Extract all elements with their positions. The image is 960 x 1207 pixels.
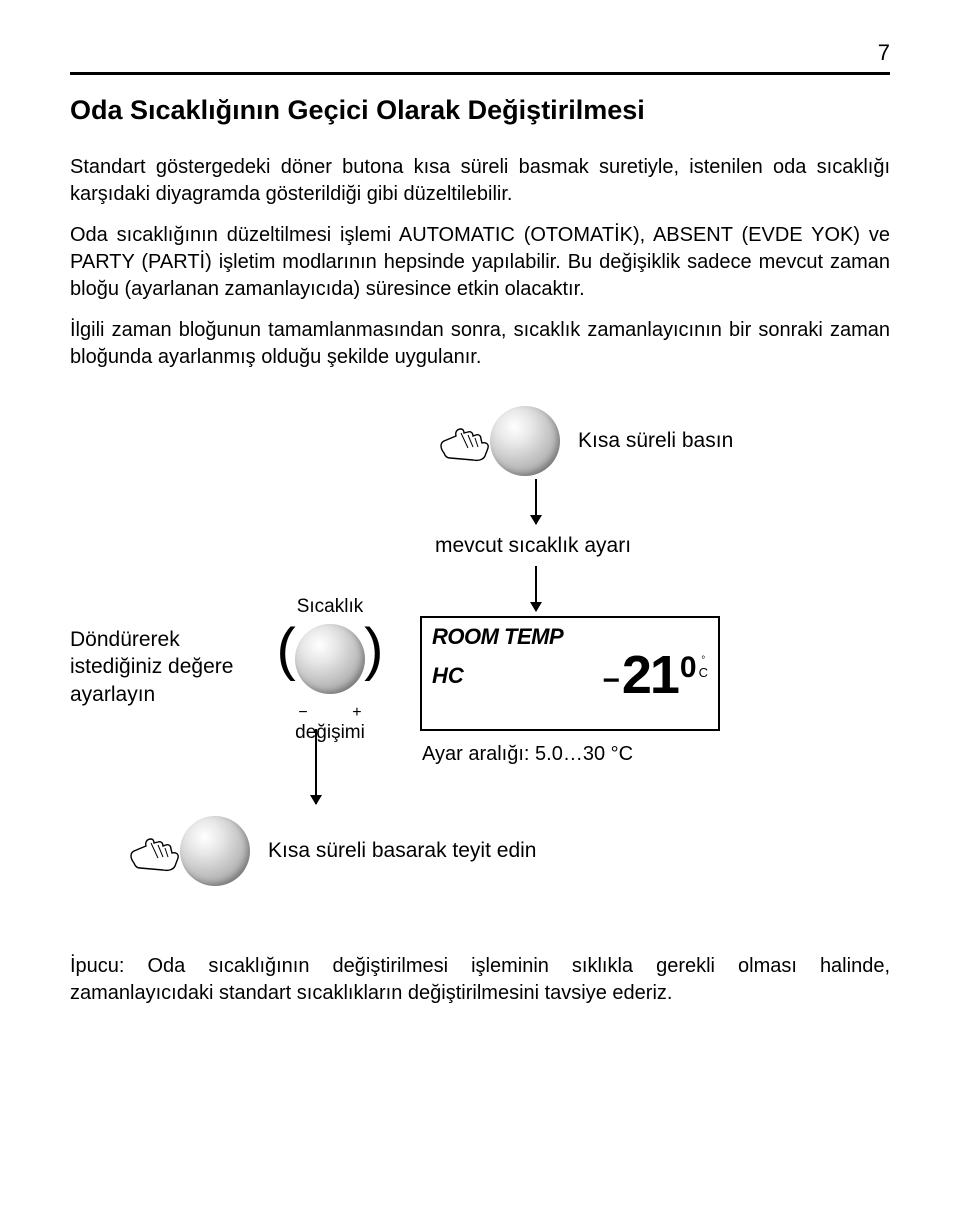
minus-sign: − [298,704,307,721]
hand-icon [438,423,493,463]
rotate-paren-left: ( [277,616,296,683]
plus-sign: + [352,704,361,721]
rotate-title: Sıcaklık [270,596,390,618]
rotate-minus-plus: − + [270,704,390,722]
tip-paragraph: İpucu: Oda sıcaklığının değiştirilmesi i… [70,953,890,1007]
step1-label: Kısa süreli basın [578,429,733,453]
step1-row: Kısa süreli basın [450,401,890,481]
paragraph-2: Oda sıcaklığının düzeltilmesi işlemi AUT… [70,222,890,303]
lcd-main-digits: 21 [622,650,678,701]
paragraph-1: Standart göstergedeki döner butona kısa … [70,154,890,208]
rotate-sub-label: değişimi [270,722,390,744]
range-label: Ayar aralığı: 5.0…30 °C [422,743,633,766]
lcd-unit-c: C [699,666,708,679]
arrow-3 [315,729,317,804]
lcd-minus: − [602,667,618,696]
prev-setting-label: mevcut sıcaklık ayarı [435,534,631,558]
paragraph-3: İlgili zaman bloğunun tamamlanmasından s… [70,317,890,371]
lcd-unit: ° C [699,656,708,679]
arrow-1 [535,479,537,524]
hand-icon [128,833,183,873]
arrow-2 [535,566,537,611]
step3-label: Kısa süreli basarak teyit edin [268,839,536,863]
rotate-paren-right: ) [364,616,383,683]
page-number: 7 [70,40,890,66]
lcd-value: − 21 0 [602,650,694,701]
step3-row: Kısa süreli basarak teyit edin [140,811,536,891]
diagram: Kısa süreli basın mevcut sıcaklık ayarı … [70,401,890,941]
lcd-hc: HC [432,663,464,689]
rotate-graphic: Sıcaklık ( ) − + değişimi [270,596,390,744]
step2-instruction: Döndürerek istediğiniz değere ayarlayın [70,626,250,708]
confirm-dial-graphic [140,811,250,891]
lcd-display: ROOM TEMP HC − 21 0 ° C [420,616,720,731]
header-rule [70,72,890,75]
lcd-small-digit: 0 [680,654,695,683]
rotate-dial-icon [295,624,365,694]
press-dial-graphic [450,401,560,481]
page-title: Oda Sıcaklığının Geçici Olarak Değiştiri… [70,95,890,126]
